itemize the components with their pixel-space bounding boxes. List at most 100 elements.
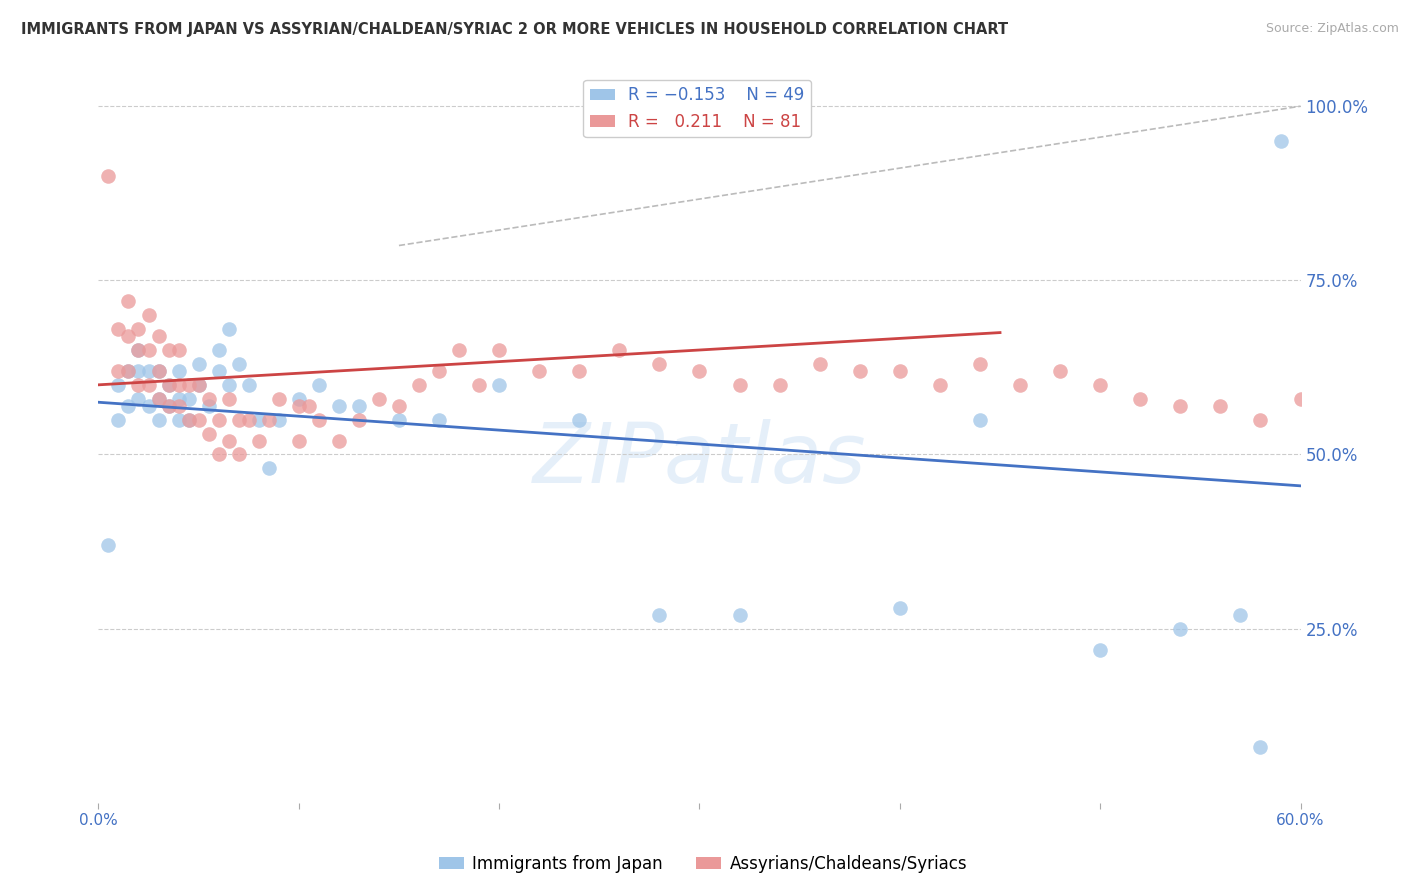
Point <box>157 377 180 392</box>
Point <box>218 392 240 406</box>
Point <box>808 357 831 371</box>
Point <box>728 377 751 392</box>
Point <box>138 343 160 357</box>
Point <box>218 377 240 392</box>
Point <box>648 357 671 371</box>
Point <box>1088 642 1111 657</box>
Point <box>238 377 260 392</box>
Point <box>148 364 170 378</box>
Point <box>267 392 290 406</box>
Point <box>97 538 120 552</box>
Point <box>167 399 190 413</box>
Point <box>128 343 150 357</box>
Point <box>328 434 350 448</box>
Point <box>167 343 190 357</box>
Point <box>117 329 139 343</box>
Point <box>969 412 991 426</box>
Point <box>427 364 450 378</box>
Point <box>288 392 311 406</box>
Point <box>889 600 911 615</box>
Point <box>1289 392 1312 406</box>
Point <box>138 377 160 392</box>
Point <box>1088 377 1111 392</box>
Point <box>347 412 370 426</box>
Point <box>1229 607 1251 622</box>
Point <box>769 377 792 392</box>
Point <box>347 399 370 413</box>
Point <box>969 357 991 371</box>
Point <box>107 412 129 426</box>
Point <box>388 412 411 426</box>
Point <box>177 392 200 406</box>
Point <box>388 399 411 413</box>
Point <box>1010 377 1032 392</box>
Point <box>267 412 290 426</box>
Point <box>128 343 150 357</box>
Point <box>1209 399 1232 413</box>
Point <box>308 412 330 426</box>
Point <box>728 607 751 622</box>
Point <box>648 607 671 622</box>
Point <box>288 399 311 413</box>
Point <box>1250 740 1272 755</box>
Point <box>247 412 270 426</box>
Point <box>167 377 190 392</box>
Point <box>117 294 139 309</box>
Point <box>1250 412 1272 426</box>
Point <box>1369 412 1392 426</box>
Point <box>488 377 510 392</box>
Point <box>187 412 209 426</box>
Point <box>488 343 510 357</box>
Point <box>238 412 260 426</box>
Point <box>167 364 190 378</box>
Point <box>148 392 170 406</box>
Text: ZIPatlas: ZIPatlas <box>533 418 866 500</box>
Point <box>148 364 170 378</box>
Point <box>1330 399 1353 413</box>
Point <box>117 399 139 413</box>
Point <box>128 364 150 378</box>
Point <box>1129 392 1152 406</box>
Point <box>157 399 180 413</box>
Point <box>148 329 170 343</box>
Point <box>177 412 200 426</box>
Point <box>849 364 872 378</box>
Point <box>107 322 129 336</box>
Text: Source: ZipAtlas.com: Source: ZipAtlas.com <box>1265 22 1399 36</box>
Point <box>107 364 129 378</box>
Point <box>228 412 250 426</box>
Point <box>157 343 180 357</box>
Point <box>1170 622 1192 636</box>
Point <box>197 392 219 406</box>
Point <box>568 364 591 378</box>
Point <box>288 434 311 448</box>
Point <box>148 412 170 426</box>
Point <box>308 377 330 392</box>
Point <box>128 322 150 336</box>
Point <box>128 377 150 392</box>
Point <box>408 377 430 392</box>
Point <box>148 392 170 406</box>
Point <box>218 322 240 336</box>
Point <box>427 412 450 426</box>
Point <box>1049 364 1071 378</box>
Point <box>1270 134 1292 148</box>
Point <box>117 364 139 378</box>
Point <box>157 377 180 392</box>
Point <box>138 364 160 378</box>
Point <box>187 377 209 392</box>
Point <box>208 364 231 378</box>
Point <box>177 377 200 392</box>
Point <box>468 377 491 392</box>
Point <box>157 399 180 413</box>
Point <box>208 448 231 462</box>
Point <box>529 364 551 378</box>
Point <box>107 377 129 392</box>
Point <box>228 357 250 371</box>
Point <box>889 364 911 378</box>
Point <box>138 399 160 413</box>
Point <box>208 412 231 426</box>
Point <box>609 343 631 357</box>
Point <box>187 377 209 392</box>
Point <box>568 412 591 426</box>
